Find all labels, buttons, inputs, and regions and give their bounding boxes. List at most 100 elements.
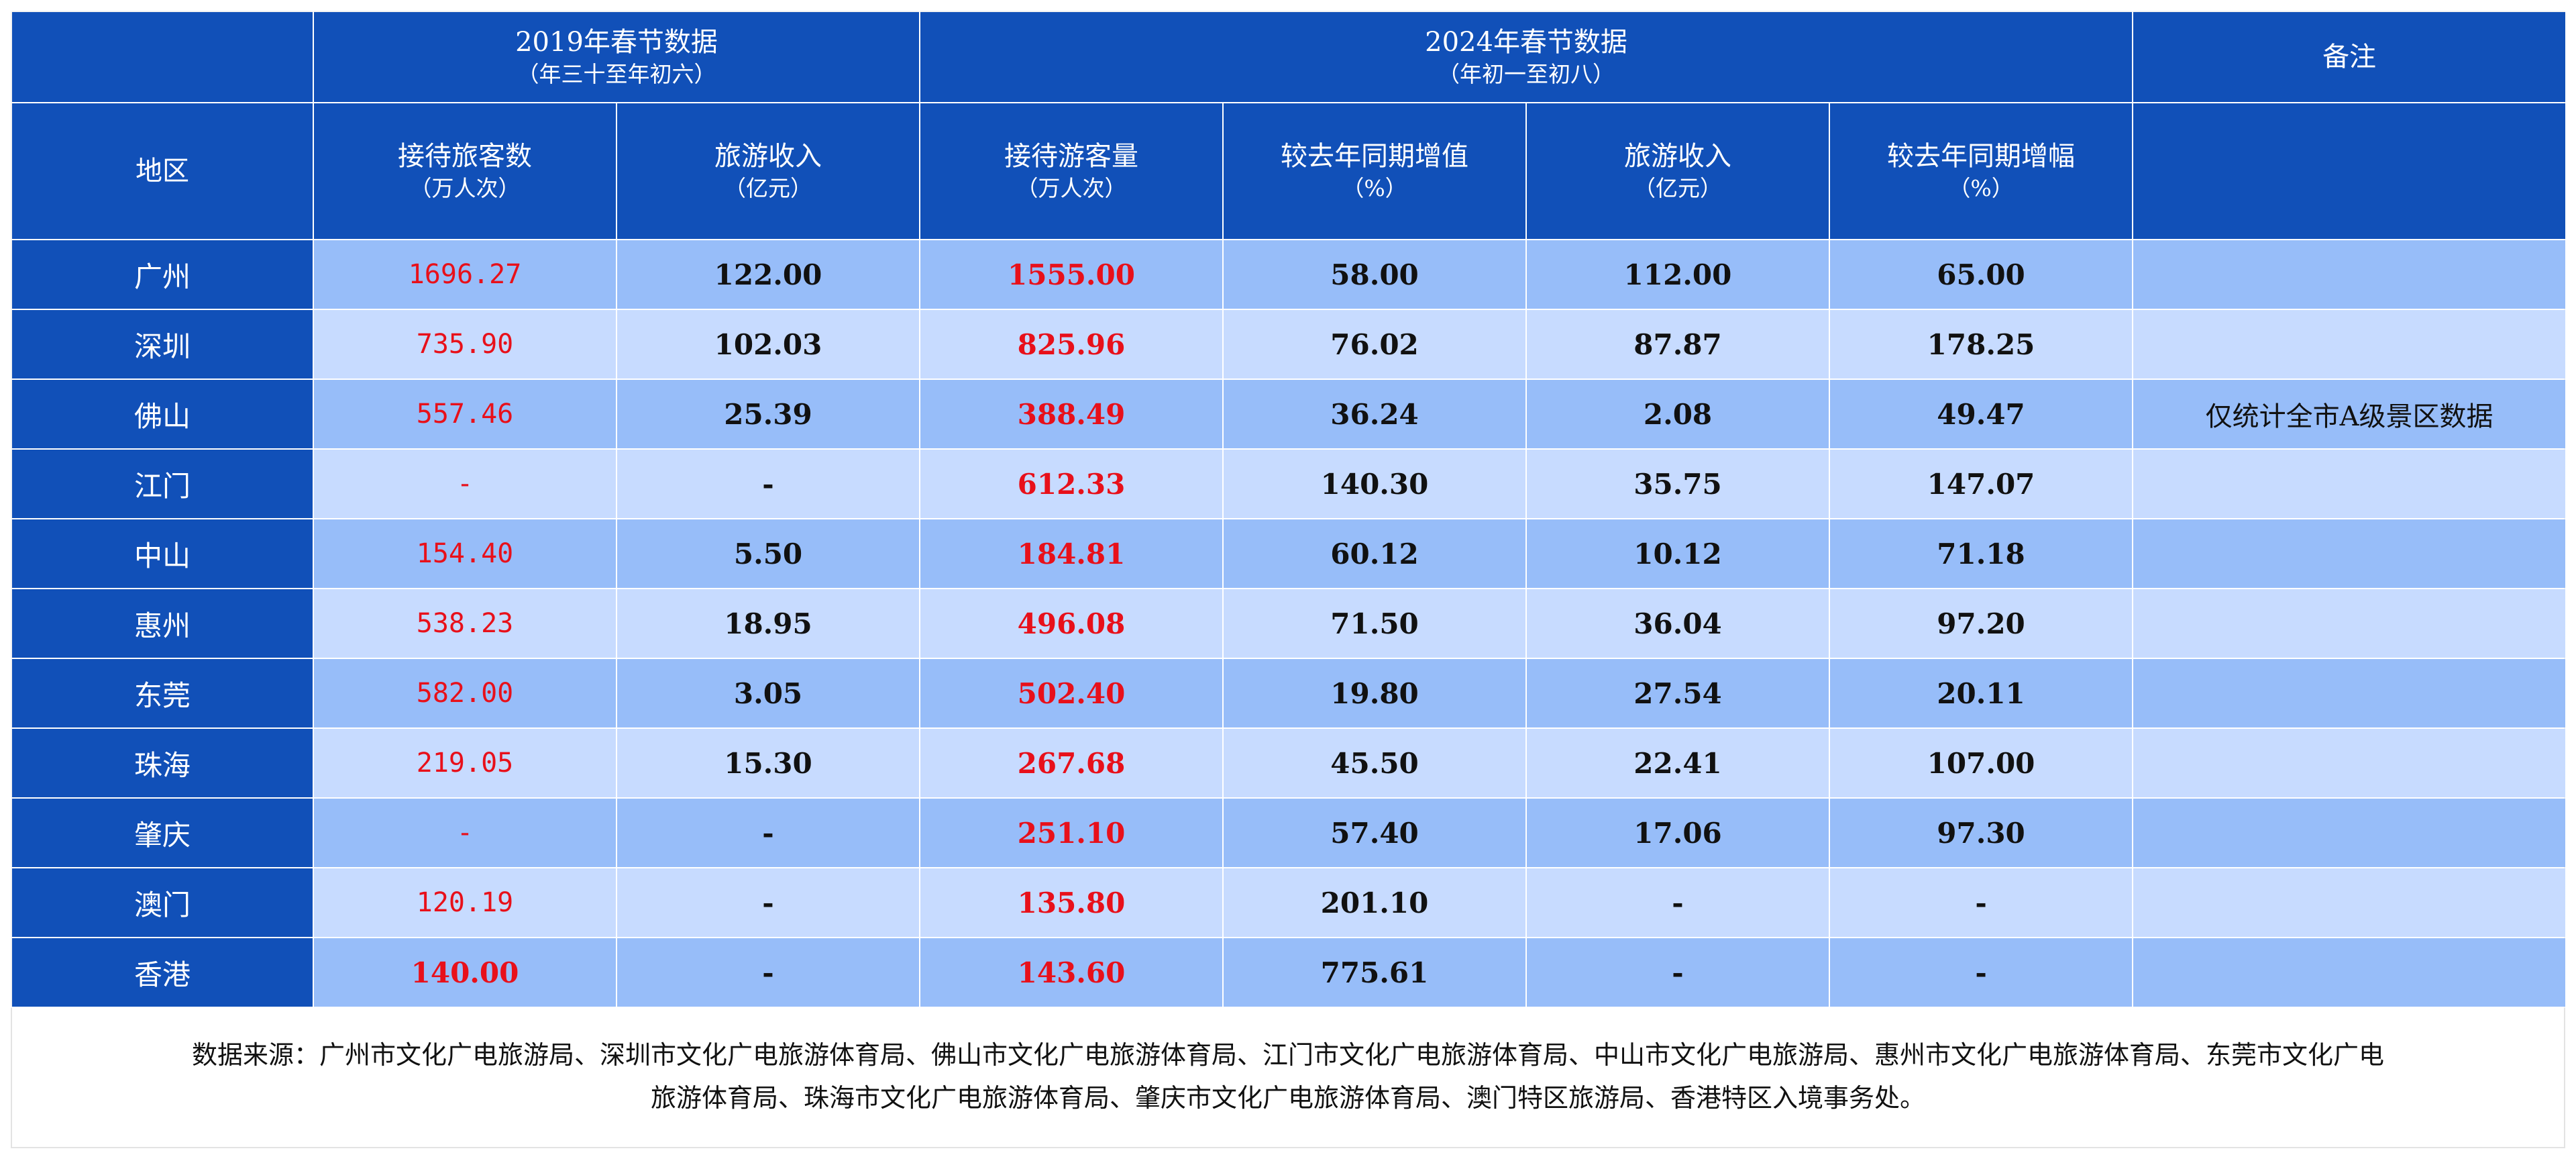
value-cell: 582.00 [313, 658, 617, 729]
value-cell: - [1829, 937, 2134, 1008]
table-row: 深圳 735.90 102.03 825.96 76.02 87.87 178.… [11, 309, 2567, 380]
value-cell: 496.08 [919, 588, 1224, 659]
value-cell: 19.80 [1222, 658, 1527, 729]
value-cell: 36.24 [1222, 379, 1527, 450]
value-cell: 388.49 [919, 379, 1224, 450]
value-cell: - [1829, 867, 2134, 938]
value-cell: 87.87 [1525, 309, 1831, 380]
value-cell: 219.05 [313, 727, 617, 799]
data-source-text: 数据来源：广州市文化广电旅游局、深圳市文化广电旅游体育局、佛山市文化广电旅游体育… [192, 1034, 2384, 1119]
value-cell: 20.11 [1829, 658, 2134, 729]
value-cell: 97.20 [1829, 588, 2134, 659]
value-cell: 18.95 [615, 588, 921, 659]
header-row-columns: 地区 接待旅客数 （万人次） 旅游收入 （亿元） 接待游客量 （万人次） 较去年… [11, 102, 2567, 240]
data-source-line-2: 旅游体育局、珠海市文化广电旅游体育局、肇庆市文化广电旅游体育局、澳门特区旅游局、… [650, 1082, 1925, 1113]
table-row: 广州 1696.27 122.00 1555.00 58.00 112.00 6… [11, 239, 2567, 310]
value-cell: 120.19 [313, 867, 617, 938]
header-col-2024-revenue: 旅游收入 （亿元） [1525, 102, 1831, 240]
value-cell: 76.02 [1222, 309, 1527, 380]
value-cell: 143.60 [919, 937, 1224, 1008]
header-group-2024-title: 2024年春节数据 [1425, 27, 1627, 58]
value-cell: 612.33 [919, 448, 1224, 519]
region-cell: 中山 [11, 518, 314, 589]
header-region: 地区 [11, 102, 314, 240]
note-cell [2132, 797, 2567, 868]
value-cell: 107.00 [1829, 727, 2134, 799]
value-cell: - [1525, 937, 1831, 1008]
table-row: 东莞 582.00 3.05 502.40 19.80 27.54 20.11 [11, 658, 2567, 729]
value-cell: 5.50 [615, 518, 921, 589]
header-col-unit: （亿元） [1633, 175, 1723, 201]
value-cell: 1696.27 [313, 239, 617, 310]
header-row-groups: 2019年春节数据 （年三十至年初六） 2024年春节数据 （年初一至初八） 备… [11, 11, 2567, 103]
value-cell: 557.46 [313, 379, 617, 450]
table-row: 中山 154.40 5.50 184.81 60.12 10.12 71.18 [11, 518, 2567, 589]
value-cell: - [615, 797, 921, 868]
value-cell: 267.68 [919, 727, 1224, 799]
value-cell: - [1525, 867, 1831, 938]
header-col-unit: （亿元） [724, 175, 812, 201]
value-cell: 27.54 [1525, 658, 1831, 729]
value-cell: - [615, 448, 921, 519]
spring-festival-tourism-table: 2019年春节数据 （年三十至年初六） 2024年春节数据 （年初一至初八） 备… [11, 11, 2567, 1008]
value-cell: 112.00 [1525, 239, 1831, 310]
table-row: 江门 - - 612.33 140.30 35.75 147.07 [11, 448, 2567, 519]
note-cell [2132, 588, 2567, 659]
header-col-2019-revenue: 旅游收入 （亿元） [615, 102, 921, 240]
value-cell: 3.05 [615, 658, 921, 729]
value-cell: 735.90 [313, 309, 617, 380]
note-cell [2132, 239, 2567, 310]
value-cell: 65.00 [1829, 239, 2134, 310]
note-cell: 仅统计全市A级景区数据 [2132, 379, 2567, 450]
table-row: 香港 140.00 - 143.60 775.61 - - [11, 937, 2567, 1008]
header-col-unit: （%） [1948, 175, 2014, 201]
table-row: 肇庆 - - 251.10 57.40 17.06 97.30 [11, 797, 2567, 868]
data-source-line-1: 数据来源：广州市文化广电旅游局、深圳市文化广电旅游体育局、佛山市文化广电旅游体育… [191, 1040, 2384, 1070]
value-cell: 17.06 [1525, 797, 1831, 868]
region-cell: 珠海 [11, 727, 314, 799]
data-source-footnote: 数据来源：广州市文化广电旅游局、深圳市文化广电旅游体育局、佛山市文化广电旅游体育… [11, 1004, 2565, 1148]
value-cell: 178.25 [1829, 309, 2134, 380]
table-row: 澳门 120.19 - 135.80 201.10 - - [11, 867, 2567, 938]
value-cell: 22.41 [1525, 727, 1831, 799]
value-cell: - [313, 448, 617, 519]
region-cell: 深圳 [11, 309, 314, 380]
value-cell: 97.30 [1829, 797, 2134, 868]
value-cell: 15.30 [615, 727, 921, 799]
value-cell: 58.00 [1222, 239, 1527, 310]
value-cell: - [313, 797, 617, 868]
value-cell: 251.10 [919, 797, 1224, 868]
header-group-2019-title: 2019年春节数据 [515, 27, 718, 58]
note-cell [2132, 448, 2567, 519]
region-cell: 广州 [11, 239, 314, 310]
value-cell: 775.61 [1222, 937, 1527, 1008]
header-group-2019: 2019年春节数据 （年三十至年初六） [312, 11, 921, 103]
value-cell: 45.50 [1222, 727, 1527, 799]
note-cell [2132, 937, 2567, 1008]
header-col-title: 旅游收入 [714, 141, 822, 172]
value-cell: 122.00 [615, 239, 921, 310]
table-row: 佛山 557.46 25.39 388.49 36.24 2.08 49.47 … [11, 379, 2567, 450]
region-cell: 澳门 [11, 867, 314, 938]
header-col-title: 接待旅客数 [398, 141, 532, 172]
value-cell: 184.81 [919, 518, 1224, 589]
value-cell: 140.00 [313, 937, 617, 1008]
header-col-title: 旅游收入 [1624, 141, 1732, 172]
value-cell: 2.08 [1525, 379, 1831, 450]
header-corner [11, 11, 314, 103]
header-col-unit: （%） [1342, 175, 1407, 201]
header-group-2024-subtitle: （年初一至初八） [1438, 61, 1615, 87]
header-col-unit: （万人次） [1016, 175, 1127, 201]
region-cell: 江门 [11, 448, 314, 519]
note-cell [2132, 867, 2567, 938]
value-cell: - [615, 937, 921, 1008]
header-col-title: 接待游客量 [1004, 141, 1139, 172]
value-cell: 49.47 [1829, 379, 2134, 450]
note-cell [2132, 518, 2567, 589]
note-cell [2132, 727, 2567, 799]
table-row: 珠海 219.05 15.30 267.68 45.50 22.41 107.0… [11, 727, 2567, 799]
region-cell: 东莞 [11, 658, 314, 729]
region-cell: 惠州 [11, 588, 314, 659]
value-cell: 502.40 [919, 658, 1224, 729]
region-cell: 佛山 [11, 379, 314, 450]
